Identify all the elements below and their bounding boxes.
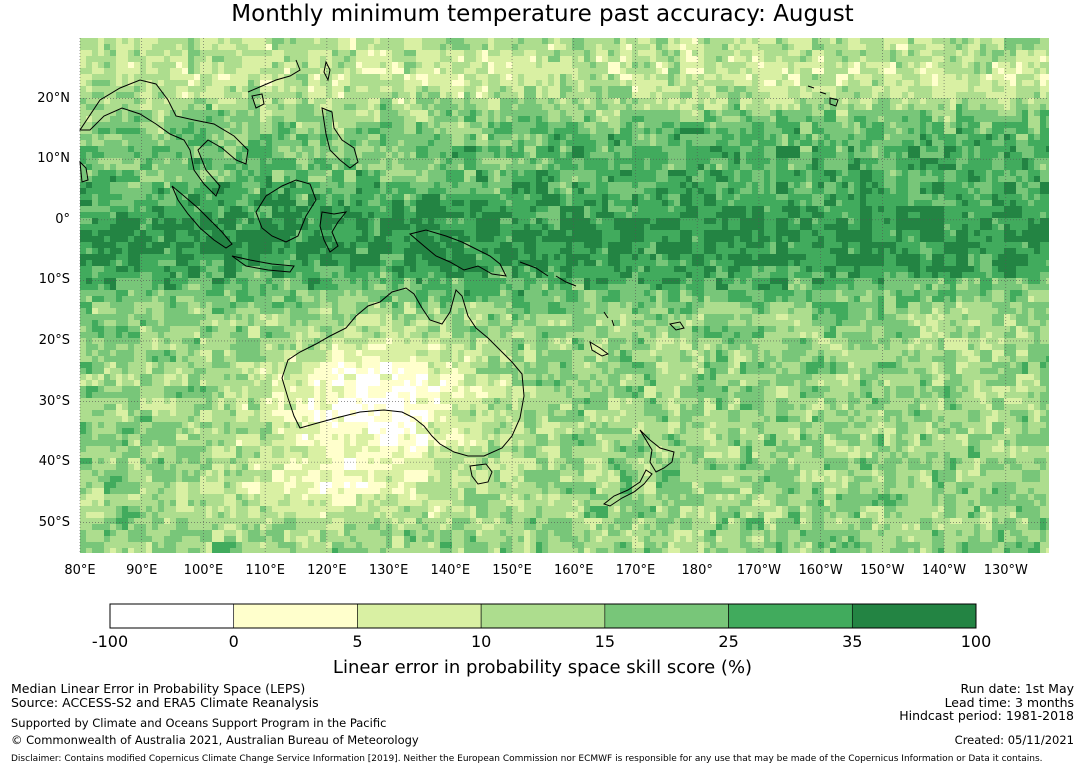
map-title: Monthly minimum temperature past accurac… <box>231 1 854 27</box>
longitude-label: 90°E <box>126 563 158 578</box>
footer-source-line: Source: ACCESS-S2 and ERA5 Climate Reana… <box>11 695 319 710</box>
skill-raster <box>80 38 1049 553</box>
fiji-coastline <box>668 321 685 331</box>
colorbar <box>109 603 977 629</box>
colorbar-title: Linear error in probability space skill … <box>332 657 753 678</box>
footer-created-date: Created: 05/11/2021 <box>954 733 1074 747</box>
longitude-label: 130°W <box>983 563 1028 578</box>
colorbar-tick-label: 0 <box>228 632 239 651</box>
longitude-label: 130°E <box>368 563 409 578</box>
latitude-label: 40°S <box>38 454 70 470</box>
colorbar-bin <box>109 603 235 629</box>
footer-disclaimer: Disclaimer: Contains modified Copernicus… <box>11 754 1043 764</box>
colorbar-tick-label: 5 <box>352 632 363 651</box>
colorbar-bin <box>480 603 606 629</box>
sumatra-coastline <box>171 185 233 249</box>
new-guinea-coastline <box>408 229 507 277</box>
longitude-label: 110°E <box>245 563 285 578</box>
colorbar-tick-label: 100 <box>960 632 992 651</box>
colorbar-bin <box>604 603 729 629</box>
vanuatu-coastline <box>603 311 615 327</box>
colorbar-tick-label: 10 <box>470 632 492 651</box>
footer-leps-line: Median Linear Error in Probability Space… <box>11 681 306 696</box>
longitude-label: 160°E <box>553 563 594 578</box>
footer-run-date: Run date: 1st May <box>960 681 1075 696</box>
longitude-label: 160°W <box>798 563 843 578</box>
latitude-label: 10°S <box>38 272 70 288</box>
colorbar-tick-label: 25 <box>718 632 739 651</box>
hainan-coastline <box>251 93 265 109</box>
longitude-label: 180° <box>681 563 713 578</box>
taiwan-coastline <box>323 60 331 82</box>
tasmania-coastline <box>469 463 493 485</box>
longitude-label: 150°E <box>492 563 532 578</box>
java-coastline <box>231 255 295 273</box>
latitude-label: 30°S <box>38 393 70 409</box>
footer-lead-time: Lead time: 3 months <box>944 695 1074 710</box>
nz-north-island-coastline <box>639 429 675 473</box>
new-caledonia-coastline <box>589 340 610 357</box>
longitude-label: 170°E <box>615 563 656 578</box>
longitude-label: 100°E <box>183 563 224 578</box>
colorbar-bin <box>357 603 482 629</box>
latitude-label: 0° <box>55 211 70 227</box>
philippines-coastline <box>321 107 359 169</box>
colorbar-bin <box>728 603 853 629</box>
sri-lanka-coastline <box>79 160 89 183</box>
solomons-coastline <box>519 261 577 287</box>
footer-support-line: Supported by Climate and Oceans Support … <box>11 716 387 730</box>
colorbar-outline <box>109 603 977 629</box>
borneo-coastline <box>255 179 317 243</box>
latitude-label: 10°N <box>37 151 70 167</box>
colorbar-tick-label: 15 <box>594 632 616 651</box>
latitude-label: 20°N <box>37 90 70 106</box>
coastlines <box>79 59 839 507</box>
graticule <box>79 38 1049 553</box>
longitude-label: 140°W <box>921 563 967 578</box>
longitude-label: 120°E <box>307 563 347 578</box>
footer-copyright-line: © Commonwealth of Australia 2021, Austra… <box>11 733 419 747</box>
china-coastline <box>247 59 301 93</box>
longitude-label: 170°W <box>736 563 781 578</box>
hawaii-coastline <box>807 85 839 107</box>
colorbar-bin <box>851 603 977 629</box>
colorbar-tick-label: -100 <box>91 632 129 651</box>
longitude-label: 140°E <box>430 563 471 578</box>
colorbar-bin <box>233 603 358 629</box>
latitude-label: 50°S <box>38 514 70 530</box>
australia-coastline <box>281 287 525 457</box>
colorbar-tick-label: 35 <box>842 632 863 651</box>
indochina-coastline <box>79 79 249 197</box>
longitude-label: 150°W <box>860 563 905 578</box>
nz-south-island-coastline <box>602 469 653 507</box>
latitude-label: 20°S <box>38 332 70 348</box>
longitude-label: 80°E <box>64 563 96 578</box>
footer-hindcast-period: Hindcast period: 1981-2018 <box>899 708 1074 723</box>
sulawesi-coastline <box>319 211 348 253</box>
